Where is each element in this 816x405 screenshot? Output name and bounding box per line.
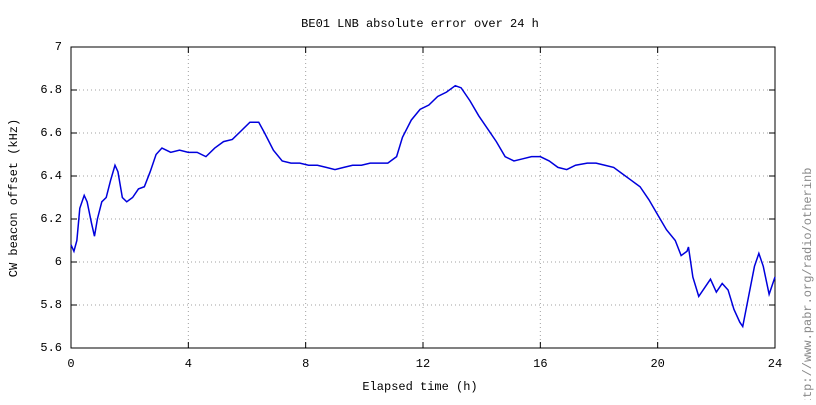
y-tick-label: 6.8 <box>40 83 62 97</box>
y-tick-label: 5.6 <box>40 341 62 355</box>
x-axis-label: Elapsed time (h) <box>362 380 477 394</box>
y-tick-label: 5.8 <box>40 298 62 312</box>
x-tick-label: 12 <box>416 357 430 371</box>
plot-frame <box>70 46 776 349</box>
chart-title: BE01 LNB absolute error over 24 h <box>301 17 539 31</box>
y-tick-label: 7 <box>55 40 62 54</box>
x-tick-label: 8 <box>302 357 309 371</box>
y-axis-label: CW beacon offset (kHz) <box>7 119 21 277</box>
x-tick-label: 16 <box>533 357 547 371</box>
x-tick-label: 4 <box>185 357 192 371</box>
y-tick-label: 6.6 <box>40 126 62 140</box>
y-tick-label: 6.2 <box>40 212 62 226</box>
x-tick-label: 24 <box>768 357 782 371</box>
x-tick-label: 20 <box>650 357 664 371</box>
y-tick-label: 6 <box>55 255 62 269</box>
watermark: http://www.pabr.org/radio/otherinb <box>801 168 815 400</box>
y-tick-label: 6.4 <box>40 169 62 183</box>
data-line <box>70 84 776 329</box>
x-tick-label: 0 <box>67 357 74 371</box>
